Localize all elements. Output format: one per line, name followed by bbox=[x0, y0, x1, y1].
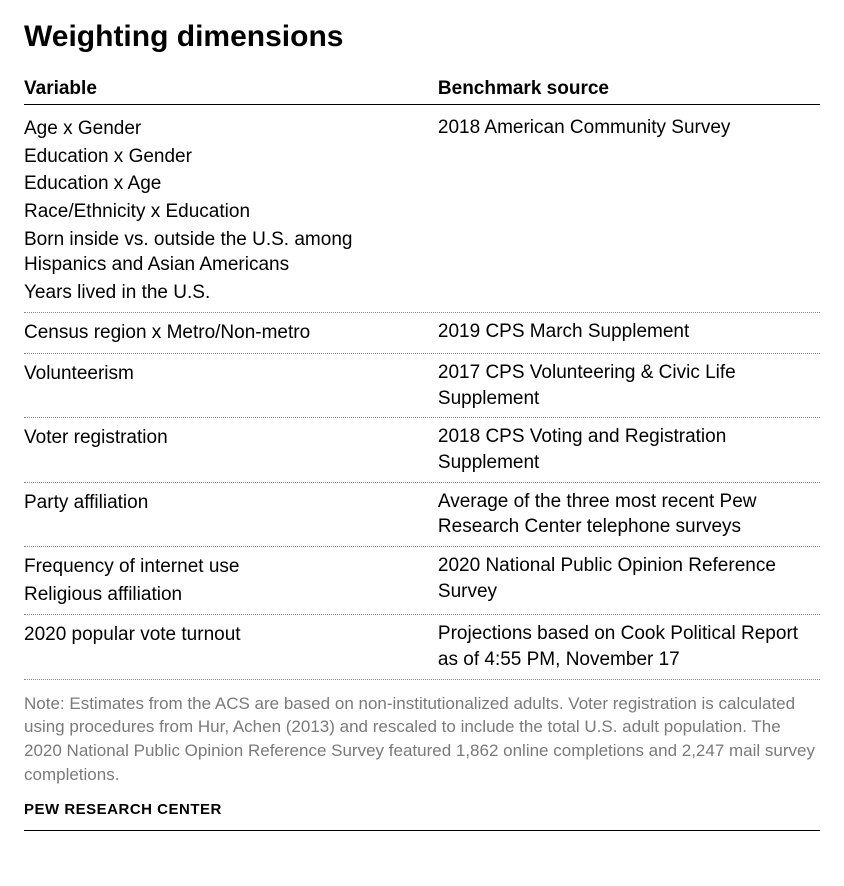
variable-line: Years lived in the U.S. bbox=[24, 279, 438, 307]
variable-line: Frequency of internet use bbox=[24, 553, 438, 581]
benchmark-cell: 2017 CPS Volunteering & Civic Life Suppl… bbox=[438, 360, 820, 411]
variable-cell: Frequency of internet useReligious affil… bbox=[24, 553, 438, 608]
column-header-variable: Variable bbox=[24, 78, 438, 100]
variable-line: Education x Age bbox=[24, 170, 438, 198]
variable-cell: 2020 popular vote turnout bbox=[24, 621, 438, 649]
footnote: Note: Estimates from the ACS are based o… bbox=[24, 692, 820, 787]
variable-line: Race/Ethnicity x Education bbox=[24, 198, 438, 226]
table-row: Voter registration2018 CPS Voting and Re… bbox=[24, 424, 820, 475]
benchmark-cell: 2018 American Community Survey bbox=[438, 115, 820, 141]
benchmark-cell: Average of the three most recent Pew Res… bbox=[438, 489, 820, 540]
table-row: Age x GenderEducation x GenderEducation … bbox=[24, 115, 820, 306]
table-row-group: Age x GenderEducation x GenderEducation … bbox=[24, 109, 820, 313]
variable-cell: Voter registration bbox=[24, 424, 438, 452]
variable-cell: Volunteerism bbox=[24, 360, 438, 388]
variable-line: Education x Gender bbox=[24, 143, 438, 171]
table-row-group: Frequency of internet useReligious affil… bbox=[24, 547, 820, 615]
bottom-rule bbox=[24, 830, 820, 831]
variable-line: Voter registration bbox=[24, 424, 438, 452]
variable-line: Religious affiliation bbox=[24, 581, 438, 609]
variable-cell: Party affiliation bbox=[24, 489, 438, 517]
table-row-group: 2020 popular vote turnoutProjections bas… bbox=[24, 615, 820, 679]
table-header-row: Variable Benchmark source bbox=[24, 78, 820, 105]
variable-cell: Age x GenderEducation x GenderEducation … bbox=[24, 115, 438, 306]
weighting-table: Variable Benchmark source Age x GenderEd… bbox=[24, 78, 820, 680]
table-row-group: Census region x Metro/Non-metro2019 CPS … bbox=[24, 313, 820, 354]
table-row: Volunteerism2017 CPS Volunteering & Civi… bbox=[24, 360, 820, 411]
column-header-benchmark: Benchmark source bbox=[438, 78, 820, 100]
page-title: Weighting dimensions bbox=[24, 20, 820, 54]
variable-cell: Census region x Metro/Non-metro bbox=[24, 319, 438, 347]
table-row-group: Party affiliationAverage of the three mo… bbox=[24, 483, 820, 547]
variable-line: Born inside vs. outside the U.S. among H… bbox=[24, 226, 438, 279]
table-row: 2020 popular vote turnoutProjections bas… bbox=[24, 621, 820, 672]
table-body: Age x GenderEducation x GenderEducation … bbox=[24, 109, 820, 680]
source-attribution: PEW RESEARCH CENTER bbox=[24, 801, 820, 818]
table-row: Frequency of internet useReligious affil… bbox=[24, 553, 820, 608]
table-row: Census region x Metro/Non-metro2019 CPS … bbox=[24, 319, 820, 347]
variable-line: 2020 popular vote turnout bbox=[24, 621, 438, 649]
table-row-group: Volunteerism2017 CPS Volunteering & Civi… bbox=[24, 354, 820, 418]
variable-line: Volunteerism bbox=[24, 360, 438, 388]
table-row-group: Voter registration2018 CPS Voting and Re… bbox=[24, 418, 820, 482]
variable-line: Age x Gender bbox=[24, 115, 438, 143]
document-container: Weighting dimensions Variable Benchmark … bbox=[0, 0, 844, 851]
benchmark-cell: 2020 National Public Opinion Reference S… bbox=[438, 553, 820, 604]
benchmark-cell: Projections based on Cook Political Repo… bbox=[438, 621, 820, 672]
benchmark-cell: 2019 CPS March Supplement bbox=[438, 319, 820, 345]
variable-line: Census region x Metro/Non-metro bbox=[24, 319, 438, 347]
variable-line: Party affiliation bbox=[24, 489, 438, 517]
benchmark-cell: 2018 CPS Voting and Registration Supplem… bbox=[438, 424, 820, 475]
table-row: Party affiliationAverage of the three mo… bbox=[24, 489, 820, 540]
